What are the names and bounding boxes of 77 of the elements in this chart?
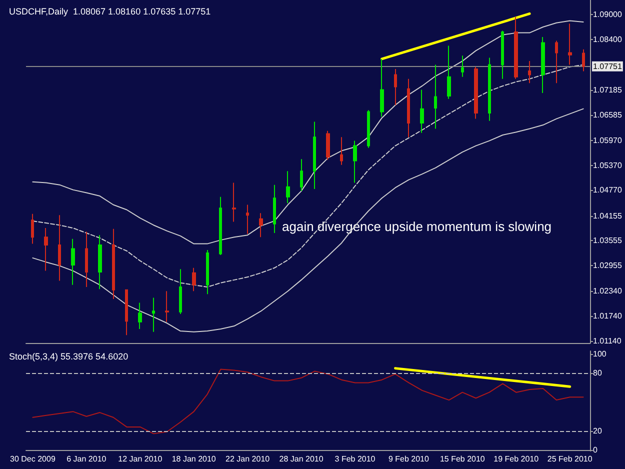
- candlestick: [273, 184, 276, 234]
- y-tick-label: 1.02340: [593, 286, 622, 296]
- candlestick: [541, 36, 545, 94]
- x-tick-label: 15 Feb 2010: [440, 454, 486, 464]
- y-tick-label: 100: [593, 349, 607, 358]
- chart-title: Stoch(5,3,4) 55.3976 54.6020: [9, 352, 128, 362]
- y-tick-label: 80: [593, 368, 602, 378]
- candlestick: [326, 130, 330, 160]
- candlestick: [461, 55, 464, 78]
- candlestick: [300, 158, 303, 192]
- candlestick: [192, 267, 196, 292]
- x-tick-label: 28 Jan 2010: [279, 454, 324, 464]
- y-tick-label: 20: [593, 426, 602, 436]
- y-tick-label: 1.04155: [593, 211, 622, 220]
- x-tick-label: 18 Jan 2010: [172, 454, 216, 464]
- candlestick: [353, 140, 357, 184]
- x-tick-label: 9 Feb 2010: [388, 454, 430, 464]
- candlestick: [434, 64, 437, 130]
- x-tick-label: 19 Feb 2010: [494, 454, 540, 464]
- candlestick: [394, 68, 397, 106]
- candlestick: [259, 212, 263, 238]
- candlestick: [71, 238, 75, 286]
- candlestick: [340, 136, 343, 166]
- y-tick-label: 1.05370: [593, 160, 622, 170]
- candlestick: [152, 297, 155, 332]
- candlestick: [582, 48, 585, 72]
- candlestick: [555, 40, 558, 84]
- candlestick: [98, 234, 102, 290]
- y-tick-label: 1.09000: [593, 10, 622, 20]
- x-tick-label: 25 Feb 2010: [547, 454, 593, 464]
- x-tick-label: 12 Jan 2010: [118, 454, 163, 464]
- candlestick: [232, 182, 236, 222]
- candlestick: [44, 228, 48, 272]
- candlestick: [206, 250, 209, 295]
- candlestick: [219, 196, 222, 256]
- text: USDCHF,Daily 1.08067 1.08160 1.07635 1.07751: [9, 6, 211, 16]
- y-tick-label: 0: [593, 446, 598, 455]
- y-tick-label: 1.01740: [593, 312, 622, 321]
- candlestick: [528, 60, 531, 84]
- y-tick-label: 1.08400: [593, 34, 622, 44]
- y-tick-label: 1.04770: [593, 186, 622, 195]
- y-tick-label: 1.05970: [593, 136, 622, 145]
- candlestick: [179, 268, 182, 314]
- candlestick: [407, 78, 410, 138]
- y-tick-label: 1.02955: [593, 261, 622, 270]
- x-tick-label: 3 Feb 2010: [334, 454, 376, 464]
- x-tick-label: 30 Dec 2009: [10, 454, 56, 464]
- y-tick-label: 1.06585: [593, 110, 622, 120]
- line-series: [32, 64, 584, 288]
- y-tick-label: 1.01140: [593, 336, 622, 346]
- candlestick: [112, 228, 115, 300]
- line-series: [32, 20, 584, 244]
- candlestick: [420, 89, 424, 134]
- line-series: [32, 108, 584, 332]
- x-tick-label: 6 Jan 2010: [66, 454, 107, 464]
- candlestick: [501, 30, 504, 80]
- line-series: [32, 368, 584, 434]
- candlestick: [125, 289, 128, 336]
- y-tick-label: 1.07185: [593, 85, 622, 94]
- candlestick: [568, 23, 572, 66]
- y-tick-label: 1.03555: [593, 236, 622, 246]
- candlestick: [380, 58, 384, 118]
- candlestick: [367, 110, 370, 148]
- ref-line-label: 1.07751: [593, 62, 622, 71]
- candlestick: [447, 45, 451, 100]
- candlestick: [85, 231, 88, 288]
- candlestick: [58, 214, 61, 282]
- candlestick: [246, 204, 249, 234]
- x-tick-label: 22 Jan 2010: [226, 454, 270, 464]
- candlestick: [165, 290, 169, 322]
- candlestick: [514, 16, 518, 80]
- candlestick: [474, 66, 478, 120]
- candlestick: [313, 121, 316, 190]
- candlestick: [286, 170, 290, 204]
- candlestick: [138, 302, 142, 330]
- candlestick: [488, 57, 491, 122]
- candlestick: [31, 213, 34, 244]
